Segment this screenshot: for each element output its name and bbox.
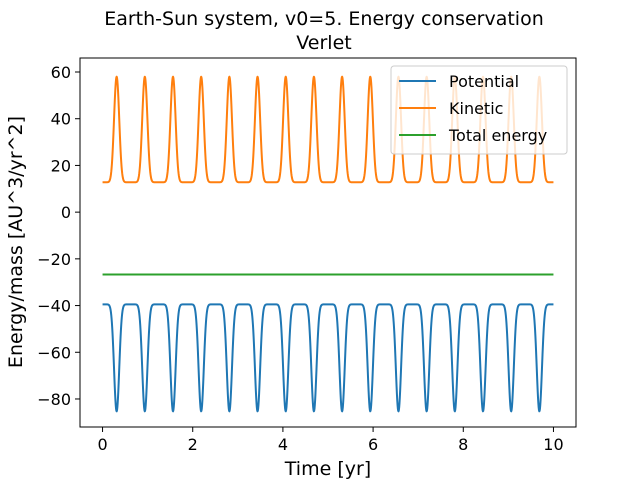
y-tick-label: −60 [37,343,71,362]
legend-label-total-energy: Total energy [448,126,547,145]
series-line-potential [101,303,555,413]
x-tick-label: 6 [368,435,378,454]
series-layer [101,75,555,413]
chart-subtitle: Verlet [296,32,351,54]
legend-label-potential: Potential [449,72,519,91]
legend-entry-total-energy: Total energy [399,126,547,145]
y-axis-label: Energy/mass [AU^3/yr^2] [5,116,27,368]
x-tick-label: 0 [97,435,107,454]
legend-label-kinetic: Kinetic [449,99,503,118]
x-axis-label: Time [yr] [284,458,371,480]
x-tick-label: 8 [458,435,468,454]
legend-entry-kinetic: Kinetic [399,99,503,118]
x-ticks: 0 2 4 6 8 10 [97,427,564,454]
chart-title: Earth-Sun system, v0=5. Energy conservat… [104,8,544,30]
y-tick-label: 0 [61,203,71,222]
y-tick-label: 60 [51,63,71,82]
y-ticks: −80 −60 −40 −20 0 20 40 60 [37,63,80,409]
series-line-kinetic [101,75,555,184]
y-tick-label: −20 [37,250,71,269]
legend-box [390,65,568,155]
y-tick-label: 20 [51,156,71,175]
x-tick-label: 10 [543,435,563,454]
legend-entry-potential: Potential [399,72,519,91]
plot-frame [79,57,577,428]
x-tick-label: 2 [188,435,198,454]
legend: Potential Kinetic Total energy [390,65,568,155]
y-tick-label: −80 [37,390,71,409]
y-tick-label: 40 [51,110,71,129]
x-tick-label: 4 [278,435,288,454]
y-tick-label: −40 [37,297,71,316]
